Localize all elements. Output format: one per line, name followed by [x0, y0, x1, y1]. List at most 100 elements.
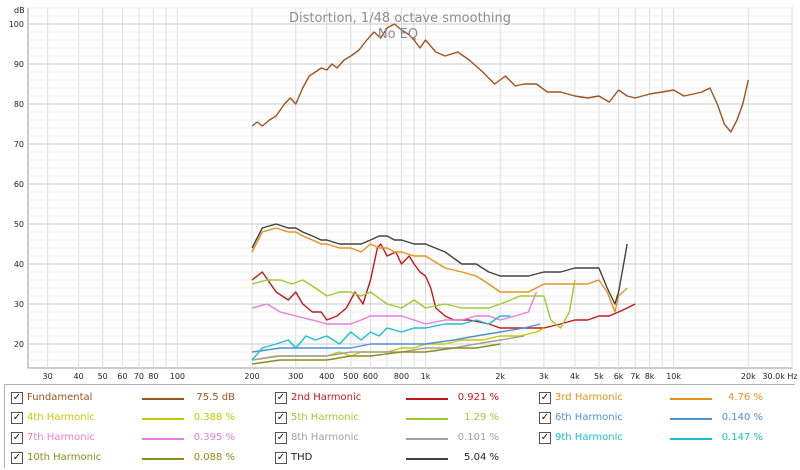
legend-label: 6th Harmonic	[555, 412, 623, 423]
legend: ✓ Fundamental 75.5 dB ✓ 2nd Harmonic 0.921 % ✓…	[4, 384, 795, 468]
series-lines	[251, 23, 749, 365]
legend-label: 8th Harmonic	[291, 432, 359, 443]
legend-checkbox[interactable]: ✓	[275, 392, 287, 404]
series-line-3rd-harmonic	[251, 227, 628, 313]
chart-subtitle: No EQ	[378, 27, 418, 42]
legend-item-3rd-harmonic: ✓ 3rd Harmonic 4.76 %	[535, 389, 797, 407]
chart-title: Distortion, 1/48 octave smoothing	[289, 11, 511, 26]
x-tick-label: 10k	[666, 372, 681, 381]
legend-checkbox[interactable]: ✓	[11, 432, 23, 444]
y-axis-unit: dB	[14, 6, 25, 15]
series-line-6th-harmonic	[252, 323, 541, 353]
series-line-10th-harmonic	[252, 343, 501, 365]
x-tick-label: 70	[134, 372, 144, 381]
series-line-7th-harmonic	[251, 291, 538, 325]
y-tick-label: 80	[14, 100, 24, 109]
plot-frame	[27, 7, 793, 369]
series-line-fundamental	[251, 23, 749, 133]
legend-label: Fundamental	[27, 392, 93, 403]
legend-checkbox[interactable]: ✓	[275, 412, 287, 424]
series-line-9th-harmonic	[251, 315, 511, 361]
legend-value: 0.101 %	[457, 432, 499, 443]
y-tick-label: 40	[14, 260, 24, 269]
legend-swatch	[670, 398, 712, 400]
x-tick-label: 1k	[421, 372, 431, 381]
legend-swatch	[142, 398, 184, 400]
plot-area: 20 30 40 50 60 70 80 90 100 30 40 50 60 70 80 100 200 300…	[9, 6, 798, 381]
legend-swatch	[406, 398, 448, 400]
series-line-5th-harmonic	[251, 279, 576, 329]
legend-value: 5.04 %	[464, 452, 499, 463]
y-tick-label: 70	[14, 140, 24, 149]
legend-item-7th-harmonic: ✓ 7th Harmonic 0.395 %	[7, 429, 269, 447]
legend-value: 0.921 %	[457, 392, 499, 403]
x-tick-label: 600	[363, 372, 378, 381]
legend-checkbox[interactable]: ✓	[539, 412, 551, 424]
x-tick-label: 40	[74, 372, 84, 381]
legend-value: 75.5 dB	[196, 392, 235, 403]
series-line-2nd-harmonic	[251, 243, 636, 329]
x-tick-label: 200	[244, 372, 259, 381]
legend-item-8th-harmonic: ✓ 8th Harmonic 0.101 %	[271, 429, 533, 447]
x-tick-label: 30.0k Hz	[762, 372, 797, 381]
legend-label: 5th Harmonic	[291, 412, 359, 423]
x-tick-label: 800	[394, 372, 409, 381]
series-line-8th-harmonic	[252, 335, 525, 361]
legend-label: 3rd Harmonic	[555, 392, 623, 403]
y-tick-label: 50	[14, 220, 24, 229]
legend-swatch	[142, 458, 184, 460]
x-tick-label: 4k	[570, 372, 580, 381]
legend-swatch	[142, 438, 184, 440]
y-tick-label: 20	[14, 340, 24, 349]
x-tick-label: 500	[343, 372, 358, 381]
legend-swatch	[406, 458, 448, 460]
x-tick-label: 300	[288, 372, 303, 381]
y-tick-label: 30	[14, 300, 24, 309]
legend-label: THD	[291, 452, 313, 463]
x-tick-label: 7k	[630, 372, 640, 381]
x-tick-label: 6k	[614, 372, 624, 381]
legend-swatch	[406, 438, 448, 440]
x-tick-label: 8k	[645, 372, 655, 381]
axis-ticks: 20 30 40 50 60 70 80 90 100 30 40 50 60 70 80 100 200 300…	[9, 20, 798, 381]
legend-label: 4th Harmonic	[27, 412, 95, 423]
legend-value: 0.140 %	[721, 412, 763, 423]
x-tick-label: 30	[43, 372, 53, 381]
y-tick-label: 60	[14, 180, 24, 189]
legend-item-10th-harmonic: ✓ 10th Harmonic 0.088 %	[7, 449, 269, 467]
legend-checkbox[interactable]: ✓	[539, 392, 551, 404]
legend-item-6th-harmonic: ✓ 6th Harmonic 0.140 %	[535, 409, 797, 427]
legend-swatch	[142, 418, 184, 420]
x-tick-label: 3k	[539, 372, 549, 381]
legend-value: 1.29 %	[464, 412, 499, 423]
legend-value: 0.088 %	[193, 452, 235, 463]
legend-checkbox[interactable]: ✓	[11, 392, 23, 404]
legend-checkbox[interactable]: ✓	[11, 412, 23, 424]
legend-item-4th-harmonic: ✓ 4th Harmonic 0.388 %	[7, 409, 269, 427]
y-tick-label: 90	[14, 60, 24, 69]
series-line-thd	[251, 223, 628, 305]
grid	[27, 7, 793, 369]
legend-swatch	[670, 418, 712, 420]
legend-checkbox[interactable]: ✓	[11, 452, 23, 464]
legend-swatch	[406, 418, 448, 420]
legend-checkbox[interactable]: ✓	[275, 452, 287, 464]
legend-swatch	[670, 438, 712, 440]
legend-label: 9th Harmonic	[555, 432, 623, 443]
legend-item-fundamental: ✓ Fundamental 75.5 dB	[7, 389, 269, 407]
x-tick-label: 2k	[495, 372, 505, 381]
x-tick-label: 20k	[741, 372, 756, 381]
legend-item-thd: ✓ THD 5.04 %	[271, 449, 533, 467]
legend-checkbox[interactable]: ✓	[275, 432, 287, 444]
legend-value: 0.388 %	[193, 412, 235, 423]
x-tick-label: 50	[98, 372, 108, 381]
legend-label: 10th Harmonic	[27, 452, 102, 463]
legend-checkbox[interactable]: ✓	[539, 432, 551, 444]
x-tick-label: 5k	[594, 372, 604, 381]
x-tick-label: 80	[148, 372, 158, 381]
legend-label: 7th Harmonic	[27, 432, 95, 443]
legend-item-2nd-harmonic: ✓ 2nd Harmonic 0.921 %	[271, 389, 533, 407]
x-tick-label: 400	[319, 372, 334, 381]
x-tick-label: 100	[170, 372, 185, 381]
